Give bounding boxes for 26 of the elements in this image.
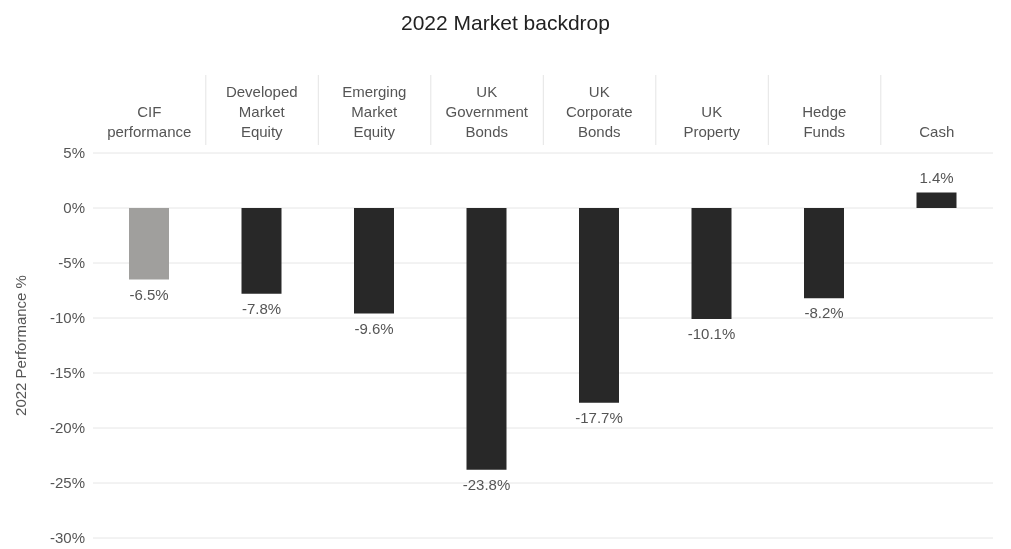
x-tick-label: CIF performance (107, 103, 192, 140)
x-tick-label: UK Property (683, 103, 741, 140)
data-label: -10.1% (687, 325, 736, 343)
data-label: -8.2% (804, 304, 844, 322)
y-tick-label: -15% (49, 364, 85, 382)
x-tick-label: Developed Market Equity (225, 83, 298, 140)
data-label: 1.4% (919, 168, 954, 186)
data-label: -7.8% (241, 299, 282, 317)
data-label: -23.8% (462, 475, 511, 493)
x-tick-label: Hedge Funds (802, 103, 847, 140)
chart-title: 2022 Market backdrop (400, 10, 611, 36)
y-tick-label: 5% (63, 144, 85, 162)
x-tick-label: UK Corporate Bonds (565, 83, 633, 140)
data-label: -9.6% (354, 319, 394, 337)
data-label: -6.5% (129, 285, 169, 303)
y-tick-label: -25% (49, 474, 85, 492)
y-tick-label: -30% (49, 529, 85, 547)
data-label: -17.7% (575, 408, 623, 426)
y-axis-title: 2022 Performance % (12, 275, 30, 416)
y-tick-label: -5% (58, 254, 85, 272)
x-tick-label: UK Government Bonds (445, 83, 529, 140)
y-tick-label: -10% (49, 309, 85, 327)
x-tick-label: Emerging Market Equity (342, 83, 407, 140)
x-tick-label: Cash (919, 123, 955, 140)
y-tick-label: 0% (63, 199, 85, 217)
y-tick-label: -20% (49, 419, 85, 437)
